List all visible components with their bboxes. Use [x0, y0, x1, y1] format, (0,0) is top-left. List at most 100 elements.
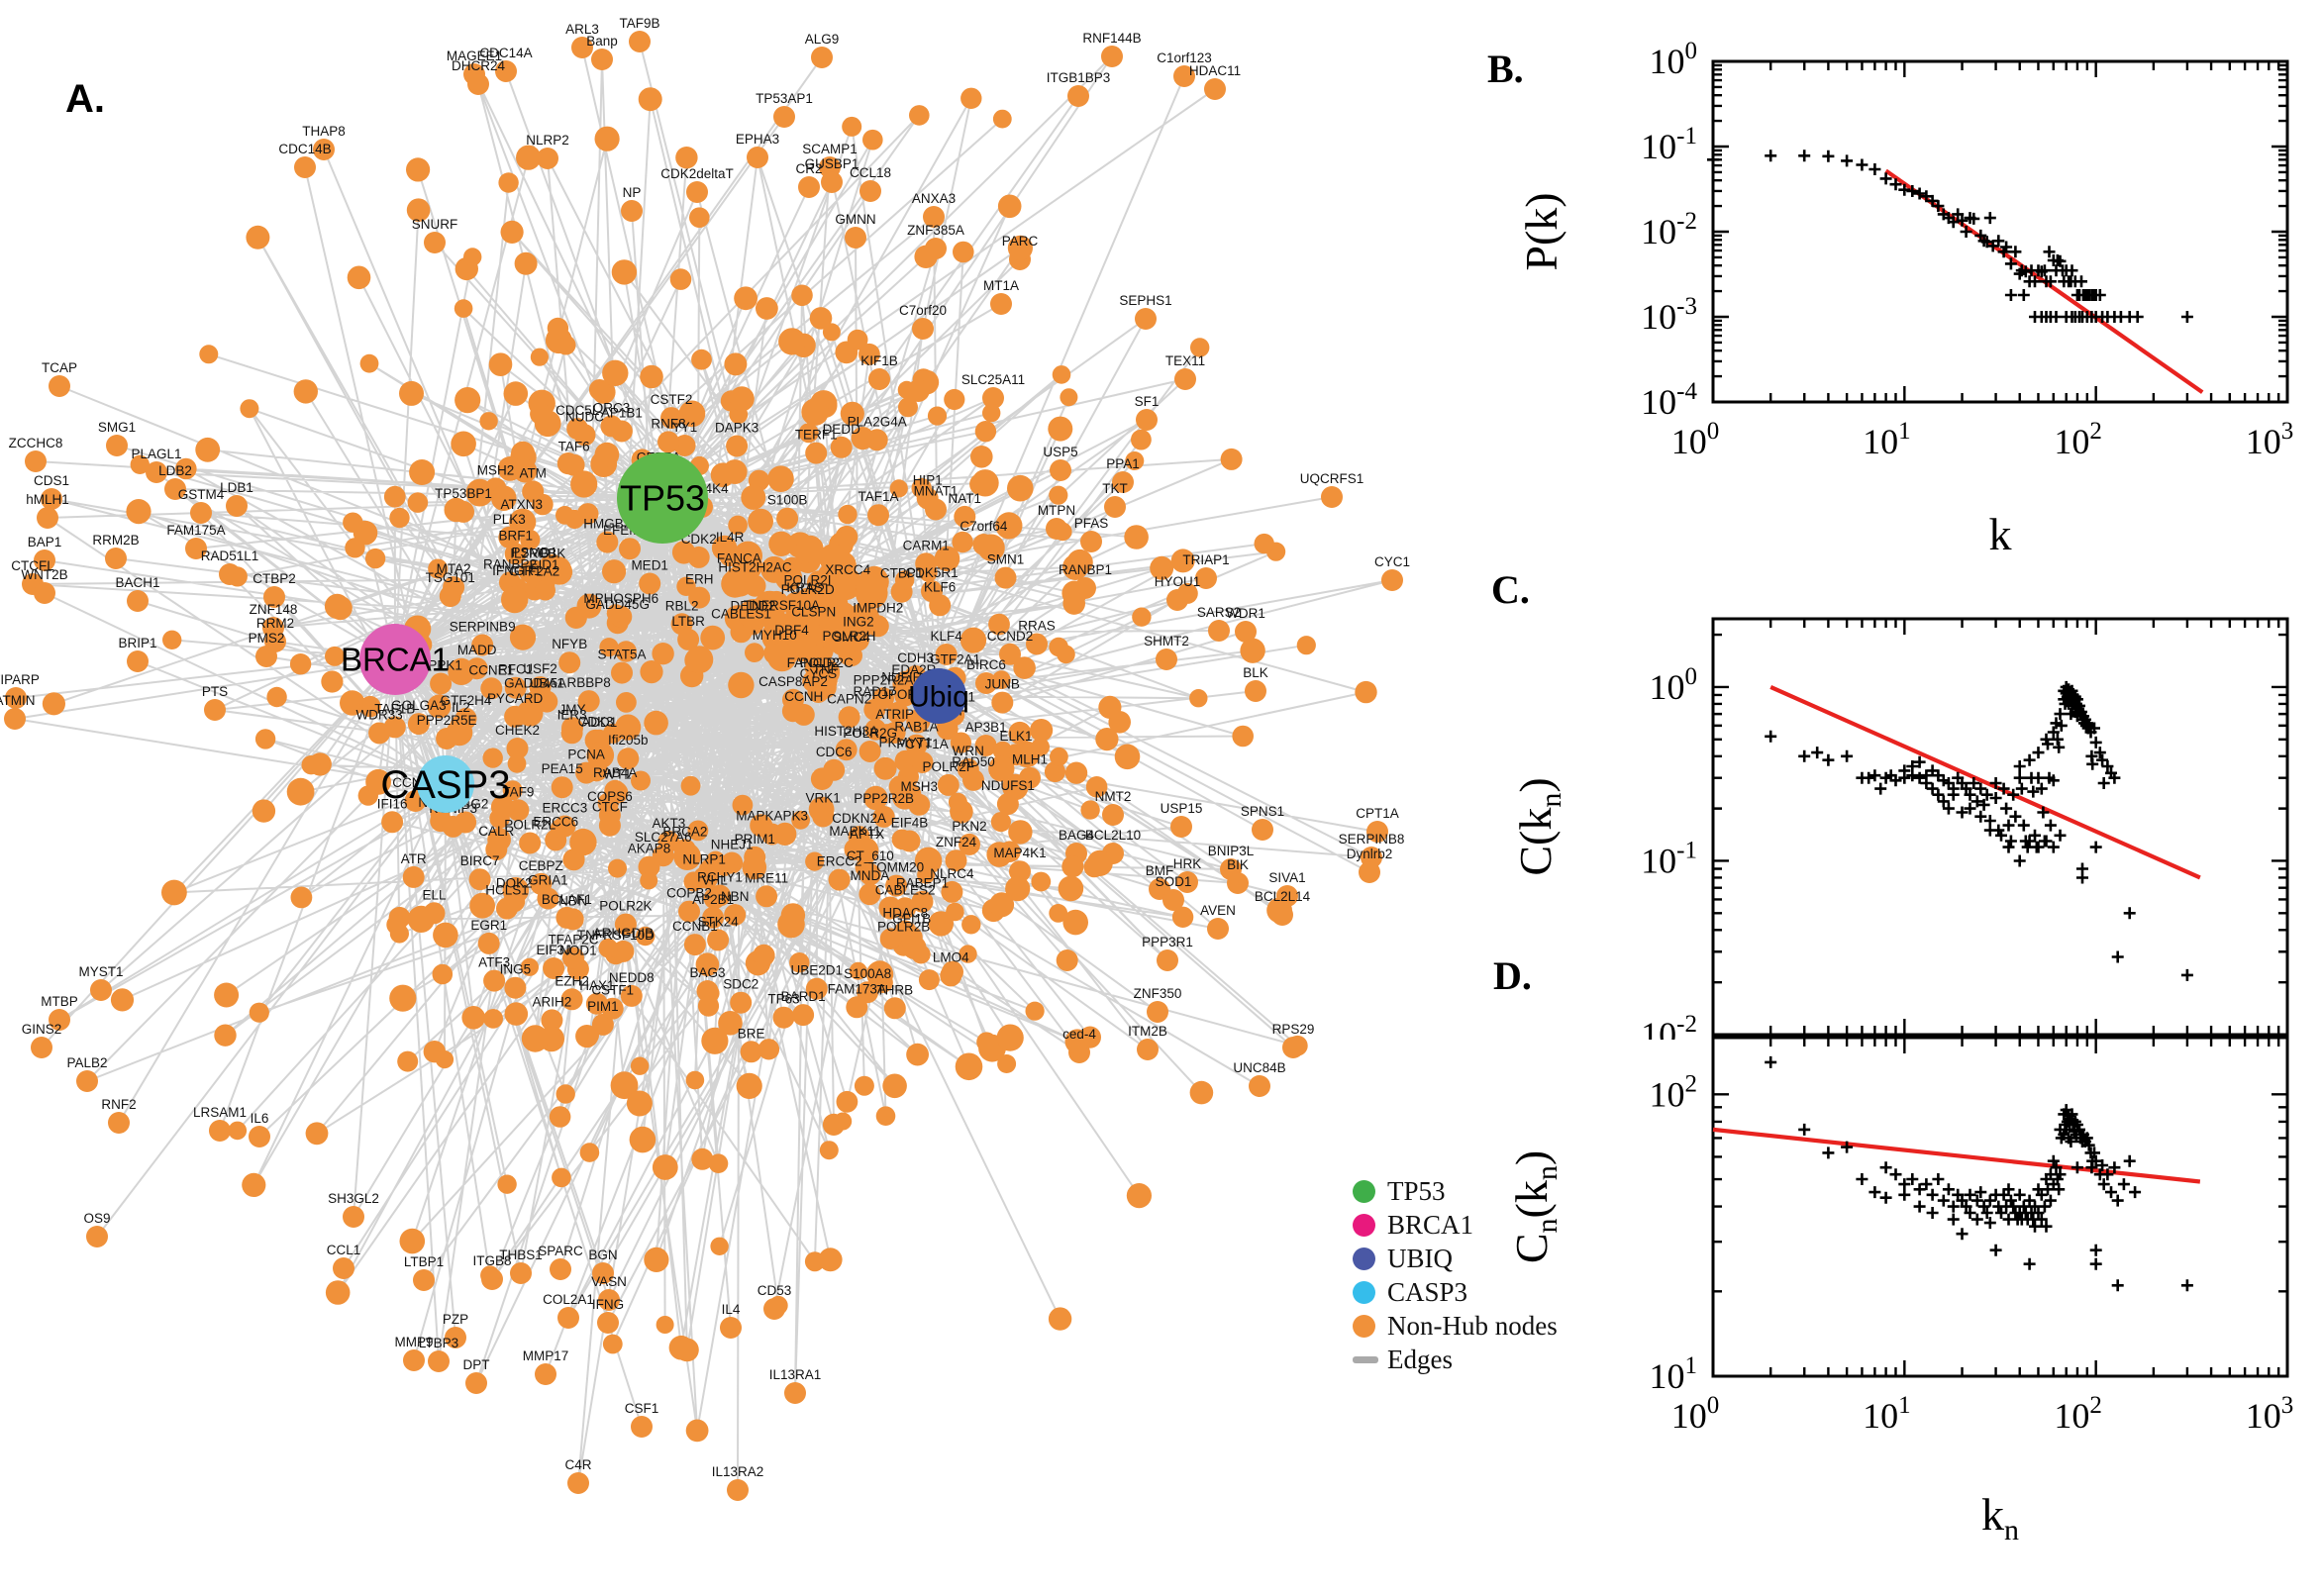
gene-label: MAPKAPK3 — [736, 809, 808, 824]
gene-label: NP — [623, 185, 642, 200]
gene-label: EPHA3 — [736, 132, 779, 147]
gene-label: RFC1 — [498, 662, 533, 677]
gene-label: RBL2 — [665, 598, 699, 613]
gene-label: ING2 — [843, 615, 874, 630]
gene-label: PPA1 — [1106, 456, 1140, 471]
gene-label: TNFRSF10D — [577, 928, 655, 943]
gene-label: VRK1 — [806, 791, 841, 806]
gene-label: ERCC2 — [817, 854, 862, 869]
gene-label: S100B — [767, 493, 808, 508]
gene-label: BMF — [1146, 863, 1174, 878]
gene-label: IL2 — [452, 700, 470, 715]
gene-label: MPHOSPH6 — [583, 591, 658, 606]
network-legend: TP53 BRCA1 UBIQ CASP3 Non-Hub nodes Edges — [1353, 1174, 1558, 1376]
x-tick-label: 101 — [1863, 1392, 1911, 1436]
gene-label: ITGB1BP3 — [1047, 70, 1111, 85]
gene-label: ING5 — [500, 962, 532, 977]
gene-label: BAG3 — [689, 965, 725, 980]
gene-label: TAF9B — [619, 16, 659, 31]
x-tick-label: 102 — [2054, 418, 2102, 461]
gene-label: ATRIP — [875, 707, 914, 722]
legend-color-dot — [1353, 1179, 1375, 1203]
gene-label: HIST2H3A — [814, 724, 878, 739]
gene-label: CTBP2 — [252, 571, 296, 586]
gene-label: MYH10 — [753, 628, 797, 643]
hub-node-ubiq — [911, 668, 966, 724]
gene-label: AP3B1 — [965, 720, 1007, 735]
gene-label: MADD — [457, 643, 497, 657]
gene-label: Dynlrb2 — [1347, 847, 1393, 861]
gene-label: ZNF350 — [1134, 986, 1182, 1001]
gene-label: COPS6 — [587, 789, 633, 804]
gene-label: BRF1 — [498, 528, 533, 543]
gene-label: RRM2 — [256, 616, 294, 631]
panel-label-b: B. — [1487, 47, 1524, 91]
gene-label: ZNF24 — [936, 835, 977, 849]
legend-label: Edges — [1387, 1344, 1453, 1374]
gene-label: ERH — [685, 572, 714, 587]
y-axis-title: C(kn) — [1510, 777, 1567, 875]
y-axis-title: Cn(kn) — [1506, 1150, 1564, 1263]
gene-label: CYCS — [800, 666, 838, 681]
gene-label: ZCCHC8 — [9, 436, 63, 450]
gene-label: ZNF148 — [250, 602, 298, 617]
gene-label: TAF9 — [502, 784, 534, 799]
gene-label: ADD1 — [581, 715, 617, 730]
gene-label: AKAP8 — [628, 842, 671, 856]
gene-label: MTPN — [1038, 503, 1075, 518]
gene-label: CSTF2 — [651, 392, 693, 407]
gene-label: PLA2G4A — [848, 414, 907, 429]
gene-label: KLF4 — [931, 629, 963, 644]
gene-label: IFNGR1 — [492, 563, 542, 578]
gene-label: BACH1 — [115, 575, 159, 590]
gene-label: MYST1 — [78, 964, 123, 979]
gene-label: BLK — [1243, 665, 1268, 680]
gene-label: RRAS — [1018, 619, 1056, 634]
gene-label: C7orf64 — [960, 519, 1008, 534]
gene-label: SHMT2 — [1144, 634, 1189, 648]
gene-label: YY1 — [672, 420, 698, 435]
gene-label: HYOU1 — [1155, 574, 1201, 589]
gene-label: CD53 — [758, 1283, 792, 1298]
hub-node-tp53 — [617, 452, 708, 544]
gene-label: COL2A1 — [543, 1292, 594, 1307]
gene-label: Banp — [586, 34, 618, 49]
gene-label: FAM175A — [166, 523, 225, 538]
gene-label: TEX11 — [1165, 353, 1205, 368]
gene-label: AP2B1 — [692, 892, 734, 907]
gene-label: WT1 — [603, 767, 632, 782]
gene-label: LDB1 — [220, 480, 253, 495]
gene-label: ERCC3 — [543, 801, 588, 816]
gene-label: ANXA3 — [912, 191, 956, 206]
gene-label: NHEJ1 — [711, 838, 754, 852]
gene-label: RAD51L1 — [201, 549, 259, 563]
plot-frame — [1711, 59, 2289, 404]
gene-label: SERPINB9 — [450, 620, 516, 635]
gene-label: WNT2B — [21, 567, 67, 582]
gene-label: EZH2 — [555, 973, 589, 988]
gene-label: VASN — [591, 1274, 627, 1289]
gene-label: TOMM20 — [868, 860, 924, 875]
gene-label: POLR2B — [877, 920, 930, 935]
gene-label: DPT — [463, 1357, 490, 1372]
x-tick-label: 102 — [2054, 1392, 2102, 1436]
gene-label: PPP2R5E — [417, 713, 477, 728]
gene-label: DBF4 — [774, 623, 809, 638]
gene-label: MRE11 — [745, 870, 788, 885]
gene-label: RCHY1 — [697, 870, 743, 885]
gene-label: DOK2 — [496, 875, 533, 890]
gene-label: DEDD — [823, 422, 861, 437]
legend-item-tp53: TP53 — [1353, 1174, 1558, 1208]
gene-label: CCNB1 — [672, 919, 718, 934]
gene-label: ERCC6 — [533, 815, 578, 830]
x-tick-label: 100 — [1671, 1392, 1720, 1436]
gene-label: MLH1 — [1012, 752, 1048, 767]
gene-label: S100A8 — [844, 966, 891, 981]
axis-ticks — [1711, 1038, 2289, 1378]
gene-label: PCYT1A — [896, 737, 949, 751]
gene-label: KRAS — [786, 580, 823, 595]
gene-label: PFAS — [1074, 516, 1109, 531]
gene-label: NUDC — [565, 409, 604, 424]
scatter-points — [1765, 680, 2193, 981]
